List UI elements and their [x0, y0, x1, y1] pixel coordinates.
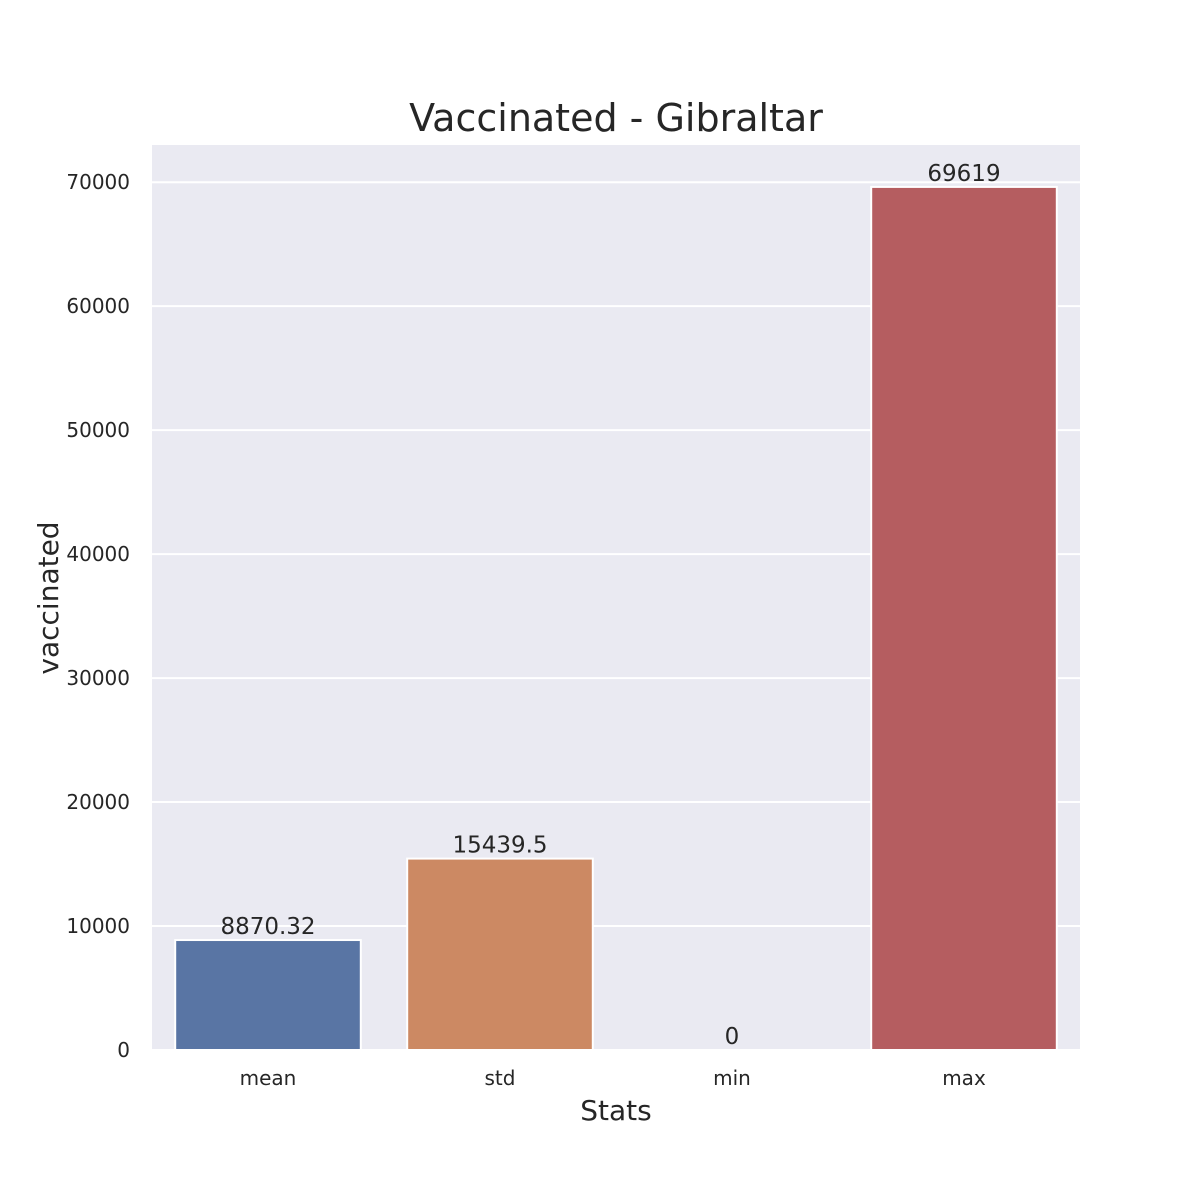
x-axis-label: Stats [580, 1094, 651, 1127]
data-label-mean: 8870.32 [220, 914, 315, 940]
data-label-min: 0 [725, 1024, 740, 1050]
x-tick-label: max [942, 1066, 986, 1090]
data-label-max: 69619 [927, 161, 1000, 187]
y-tick-label: 10000 [66, 914, 130, 938]
y-tick-label: 30000 [66, 666, 130, 690]
x-tick-label: min [713, 1066, 751, 1090]
chart-title: Vaccinated - Gibraltar [409, 96, 823, 140]
data-label-std: 15439.5 [452, 833, 547, 859]
bar-mean [174, 939, 362, 1052]
y-tick-labels: 0 10000 20000 30000 40000 50000 60000 70000 [66, 170, 130, 1062]
y-tick-label: 20000 [66, 790, 130, 814]
bar-std [406, 857, 594, 1052]
x-tick-labels: mean std min max [240, 1066, 986, 1090]
bars [174, 185, 1058, 1052]
y-tick-label: 60000 [66, 294, 130, 318]
y-axis-label: vaccinated [32, 521, 65, 674]
y-tick-label: 70000 [66, 170, 130, 194]
y-tick-label: 40000 [66, 542, 130, 566]
y-tick-label: 0 [117, 1038, 130, 1062]
x-tick-label: mean [240, 1066, 297, 1090]
data-labels: 8870.32 15439.5 0 69619 [220, 161, 1000, 1050]
y-tick-label: 50000 [66, 418, 130, 442]
x-tick-label: std [485, 1066, 516, 1090]
bar-max [870, 185, 1058, 1051]
